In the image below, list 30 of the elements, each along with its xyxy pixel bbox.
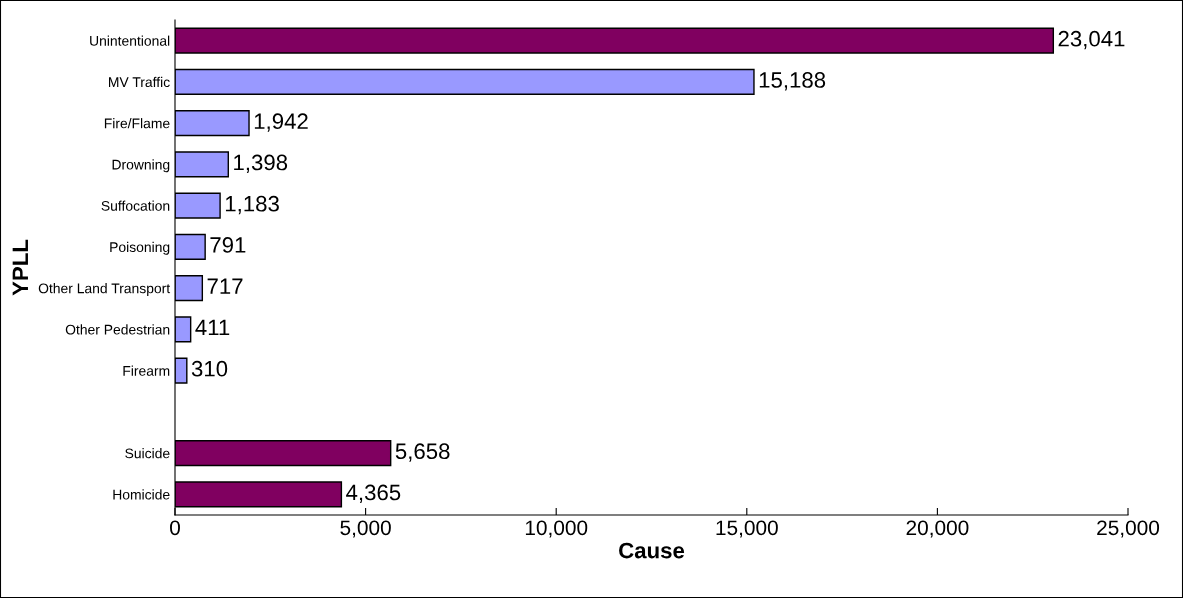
y-tick-label: Drowning	[112, 159, 170, 173]
y-tick-label: Poisoning	[110, 241, 170, 255]
data-label: 4,365	[346, 484, 401, 503]
data-label: 1,183	[225, 195, 279, 215]
data-label: 411	[195, 319, 230, 336]
y-tick-label: Suffocation	[101, 200, 170, 211]
data-label: 5,658	[395, 443, 450, 462]
y-tick-label: Unintentional	[90, 35, 170, 46]
y-tick-label: MV Traffic	[109, 76, 170, 88]
y-tick-label: Firearm	[123, 365, 170, 376]
x-tick-label: 5,000	[340, 520, 391, 538]
x-tick-label: 10,000	[525, 520, 588, 538]
x-tick-label: 15,000	[716, 520, 778, 538]
x-tick-label: 0	[170, 520, 180, 536]
data-label: 310	[191, 360, 228, 377]
y-tick-label: Homicide	[113, 489, 170, 500]
data-label: 717	[207, 278, 243, 294]
y-tick-label: Suicide	[125, 448, 170, 459]
x-tick-label: 20,000	[906, 520, 969, 538]
data-label: 15,188	[759, 72, 826, 91]
data-label: 791	[210, 237, 246, 253]
x-tick-label: 25,000	[1097, 520, 1160, 538]
y-tick-label: Other Pedestrian	[65, 324, 170, 335]
y-tick-label: Fire/Flame	[104, 118, 170, 129]
data-label: 23,041	[1058, 30, 1125, 50]
x-axis-title: Cause	[619, 542, 685, 559]
y-tick-label: Other Land Transport	[38, 283, 171, 297]
data-label: 1,398	[234, 154, 288, 173]
y-axis-title: YPLL	[12, 239, 28, 296]
data-label: 1,942	[254, 113, 308, 132]
